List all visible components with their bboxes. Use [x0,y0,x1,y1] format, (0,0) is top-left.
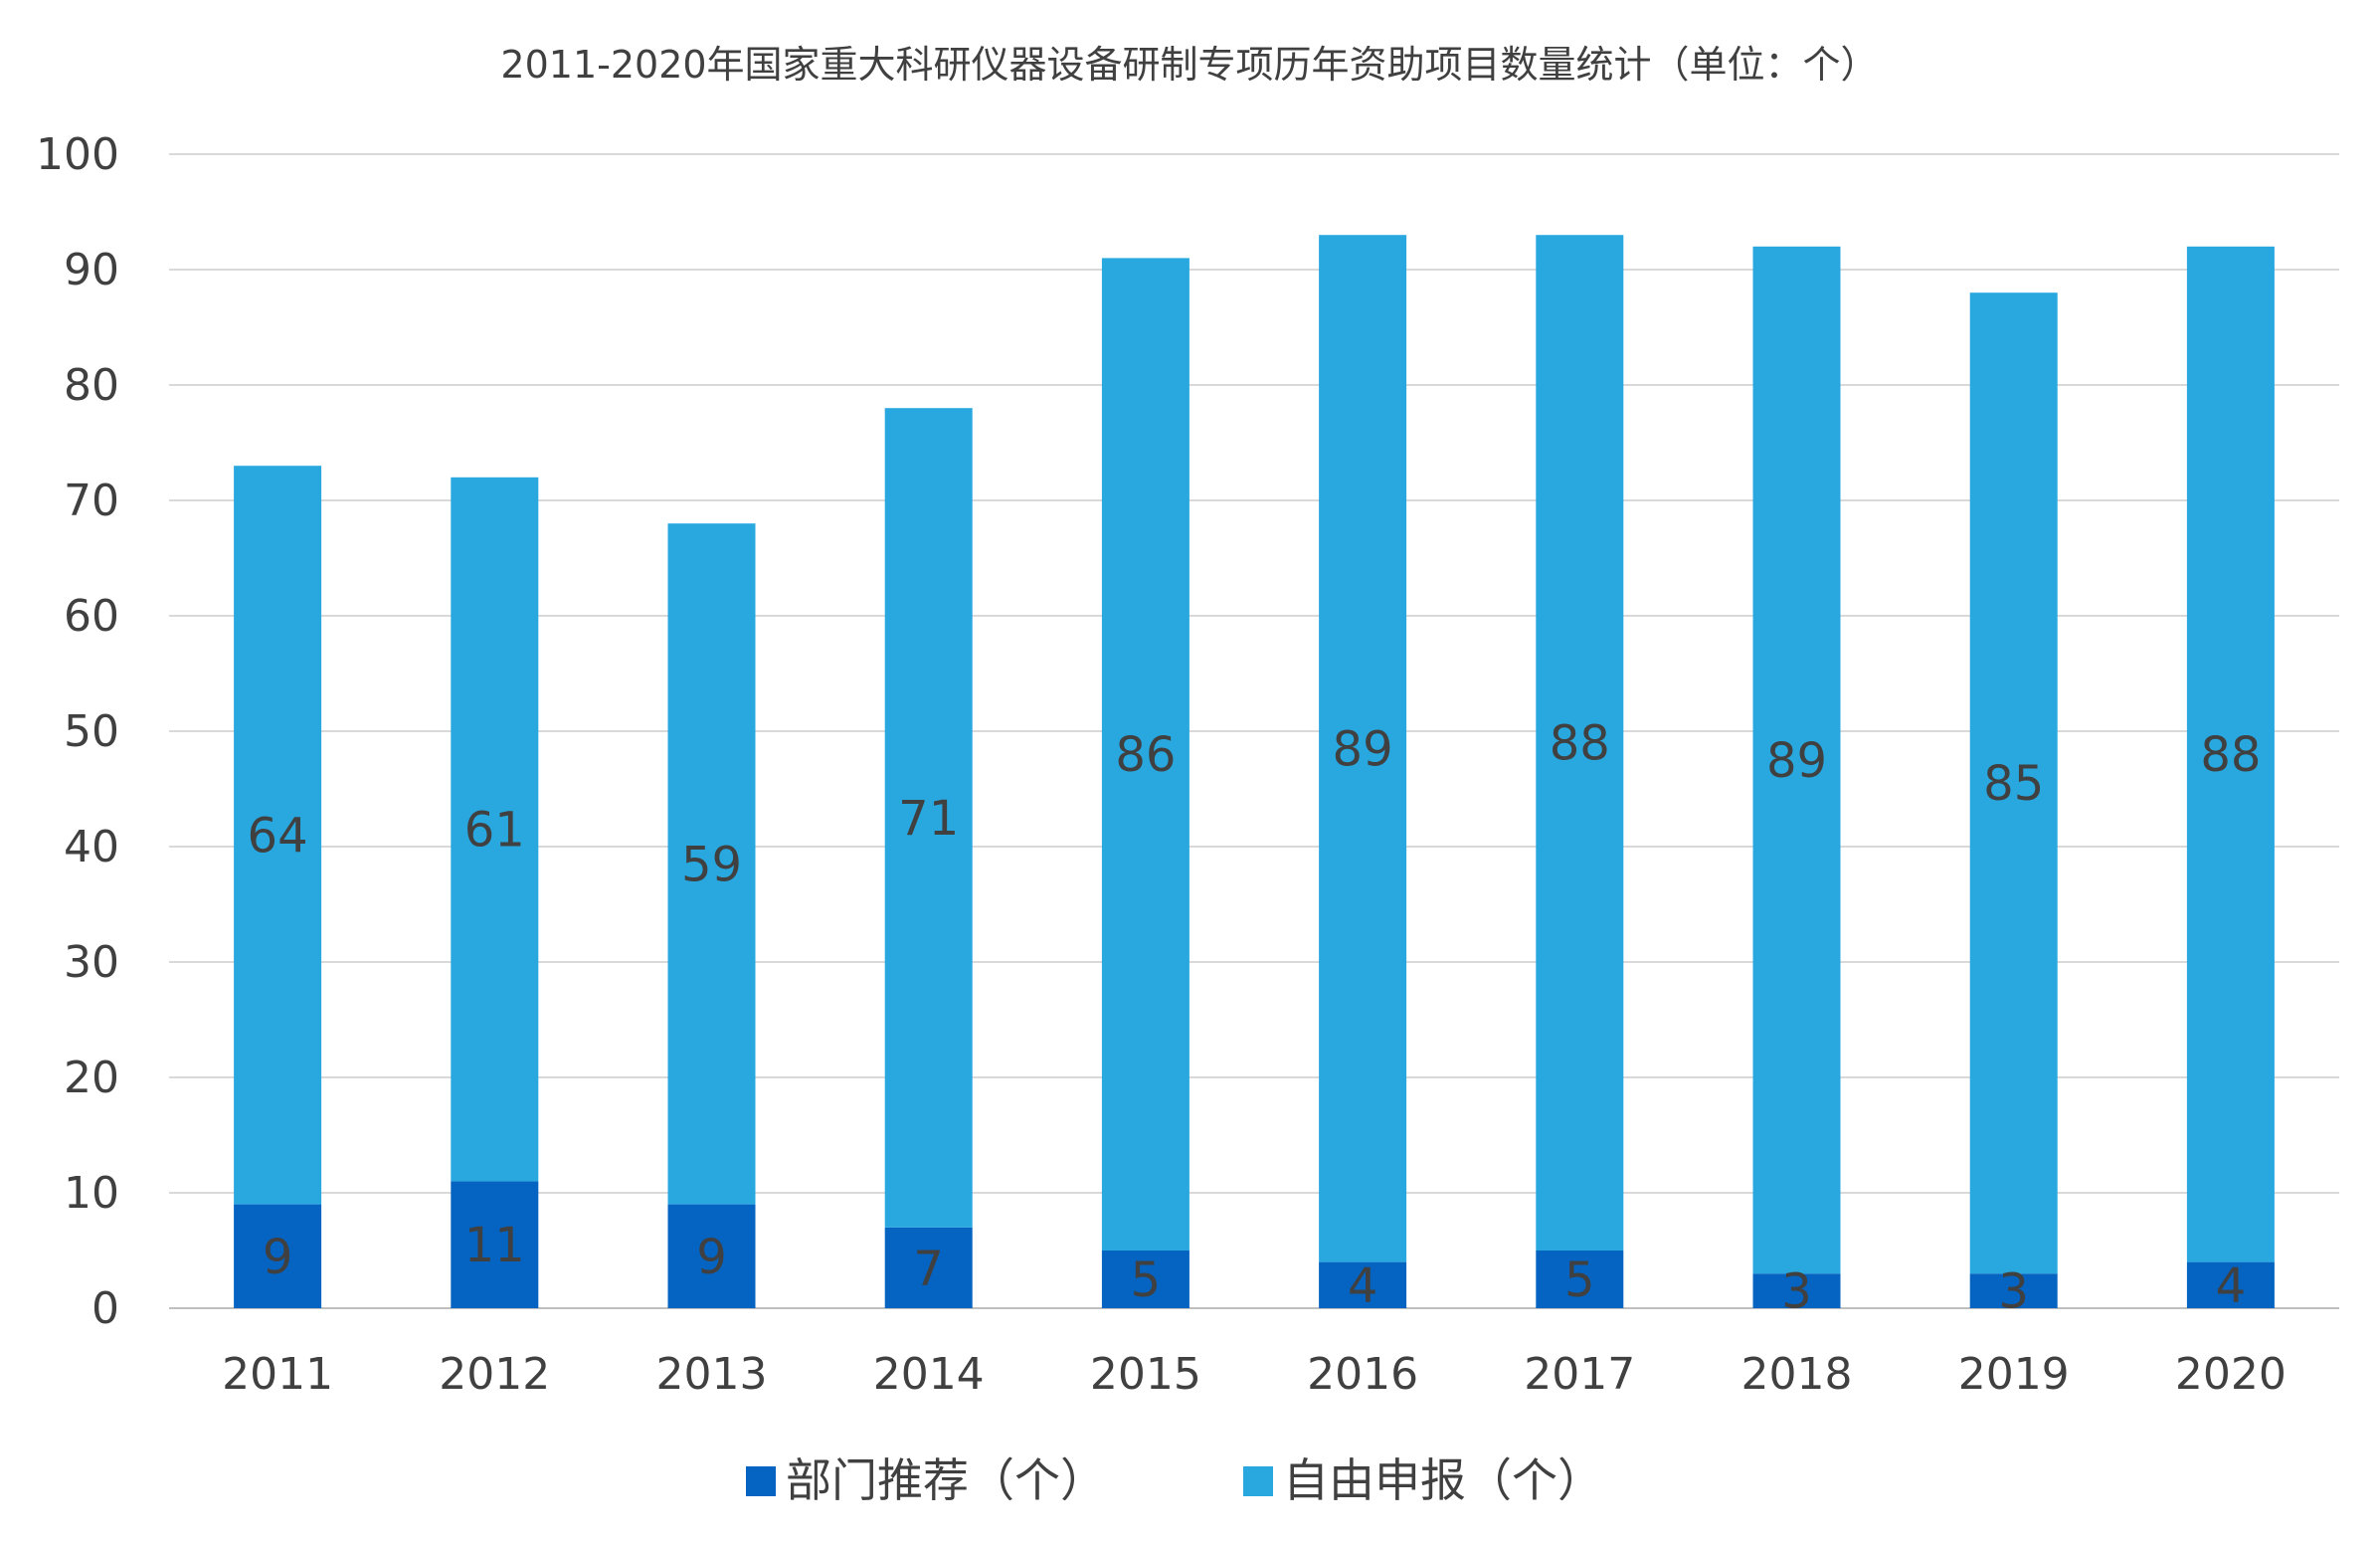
bar-segment [234,1204,322,1308]
y-tick-label: 50 [64,706,119,757]
y-tick-label: 30 [64,937,119,988]
y-tick-label: 10 [64,1168,119,1219]
data-label: 89 [1333,721,1393,777]
data-label: 59 [681,837,742,892]
data-label: 9 [263,1230,293,1285]
data-label: 88 [2200,727,2261,783]
y-tick-label: 80 [64,360,119,411]
data-label: 11 [464,1218,525,1273]
data-label: 5 [1564,1252,1595,1308]
y-tick-label: 20 [64,1053,119,1103]
y-tick-label: 70 [64,476,119,526]
x-tick-label: 2012 [439,1349,550,1400]
bar-segment [667,523,756,1205]
x-tick-label: 2014 [873,1349,985,1400]
x-tick-label: 2019 [1958,1349,2070,1400]
bars [234,235,2275,1308]
legend-label: 自由申报（个） [1283,1453,1603,1507]
data-label: 5 [1131,1252,1162,1308]
legend-label: 部门推荐（个） [786,1453,1106,1507]
legend: 部门推荐（个） 自由申报（个） [746,1453,1603,1507]
data-label: 71 [898,791,959,847]
x-tick-label: 2017 [1524,1349,1635,1400]
bar-segment [1969,1273,2058,1308]
bar-segment [1536,235,1624,1251]
bar-segment [2186,1261,2275,1308]
x-axis: 2011 2012 2013 2014 2015 2016 2017 2018 2019 2020 [222,1349,2287,1400]
y-tick-label: 40 [64,822,119,872]
bar-segment [1319,235,1407,1262]
bar-segment [667,1204,756,1308]
data-label: 88 [1550,716,1610,772]
bar-segment [1319,1261,1407,1308]
x-tick-label: 2016 [1307,1349,1418,1400]
bar-segment [1752,1273,1841,1308]
data-labels: 9 64 11 61 9 59 7 71 5 86 4 89 5 88 3 89 3 85 4 88 [248,716,2262,1320]
bar-segment [1101,1251,1190,1308]
x-tick-label: 2020 [2175,1349,2287,1400]
data-label: 7 [913,1241,944,1296]
data-label: 64 [248,808,308,864]
data-label: 3 [1781,1264,1812,1320]
x-tick-label: 2011 [222,1349,333,1400]
x-tick-label: 2015 [1090,1349,1201,1400]
bar-segment [884,1227,973,1308]
data-label: 86 [1115,727,1176,783]
legend-swatch [746,1466,776,1496]
legend-item: 自由申报（个） [1243,1453,1603,1507]
y-tick-label: 0 [92,1283,119,1334]
bar-segment [1969,292,2058,1274]
y-axis: 0 10 20 30 40 50 60 70 80 90 100 [36,129,119,1334]
x-tick-label: 2018 [1741,1349,1853,1400]
chart-title: 2011-2020年国家重大科研仪器设备研制专项历年资助项目数量统计（单位：个） [500,43,1878,87]
bar-segment [451,1181,539,1308]
bar-segment [1101,258,1190,1251]
bar-segment [1752,246,1841,1274]
data-label: 9 [696,1230,727,1285]
bar-segment [2186,246,2275,1262]
data-label: 4 [2216,1258,2247,1314]
y-tick-label: 60 [64,591,119,642]
data-label: 4 [1348,1258,1378,1314]
bar-segment [451,477,539,1182]
data-label: 61 [464,803,525,859]
data-label: 3 [1998,1264,2029,1320]
bar-segment [1536,1251,1624,1308]
data-label: 85 [1983,756,2044,812]
legend-item: 部门推荐（个） [746,1453,1106,1507]
data-label: 89 [1766,733,1827,789]
y-tick-label: 100 [36,129,119,180]
bar-segment [884,408,973,1228]
legend-swatch [1243,1466,1273,1496]
bar-segment [234,466,322,1205]
y-tick-label: 90 [64,245,119,295]
x-tick-label: 2013 [656,1349,768,1400]
